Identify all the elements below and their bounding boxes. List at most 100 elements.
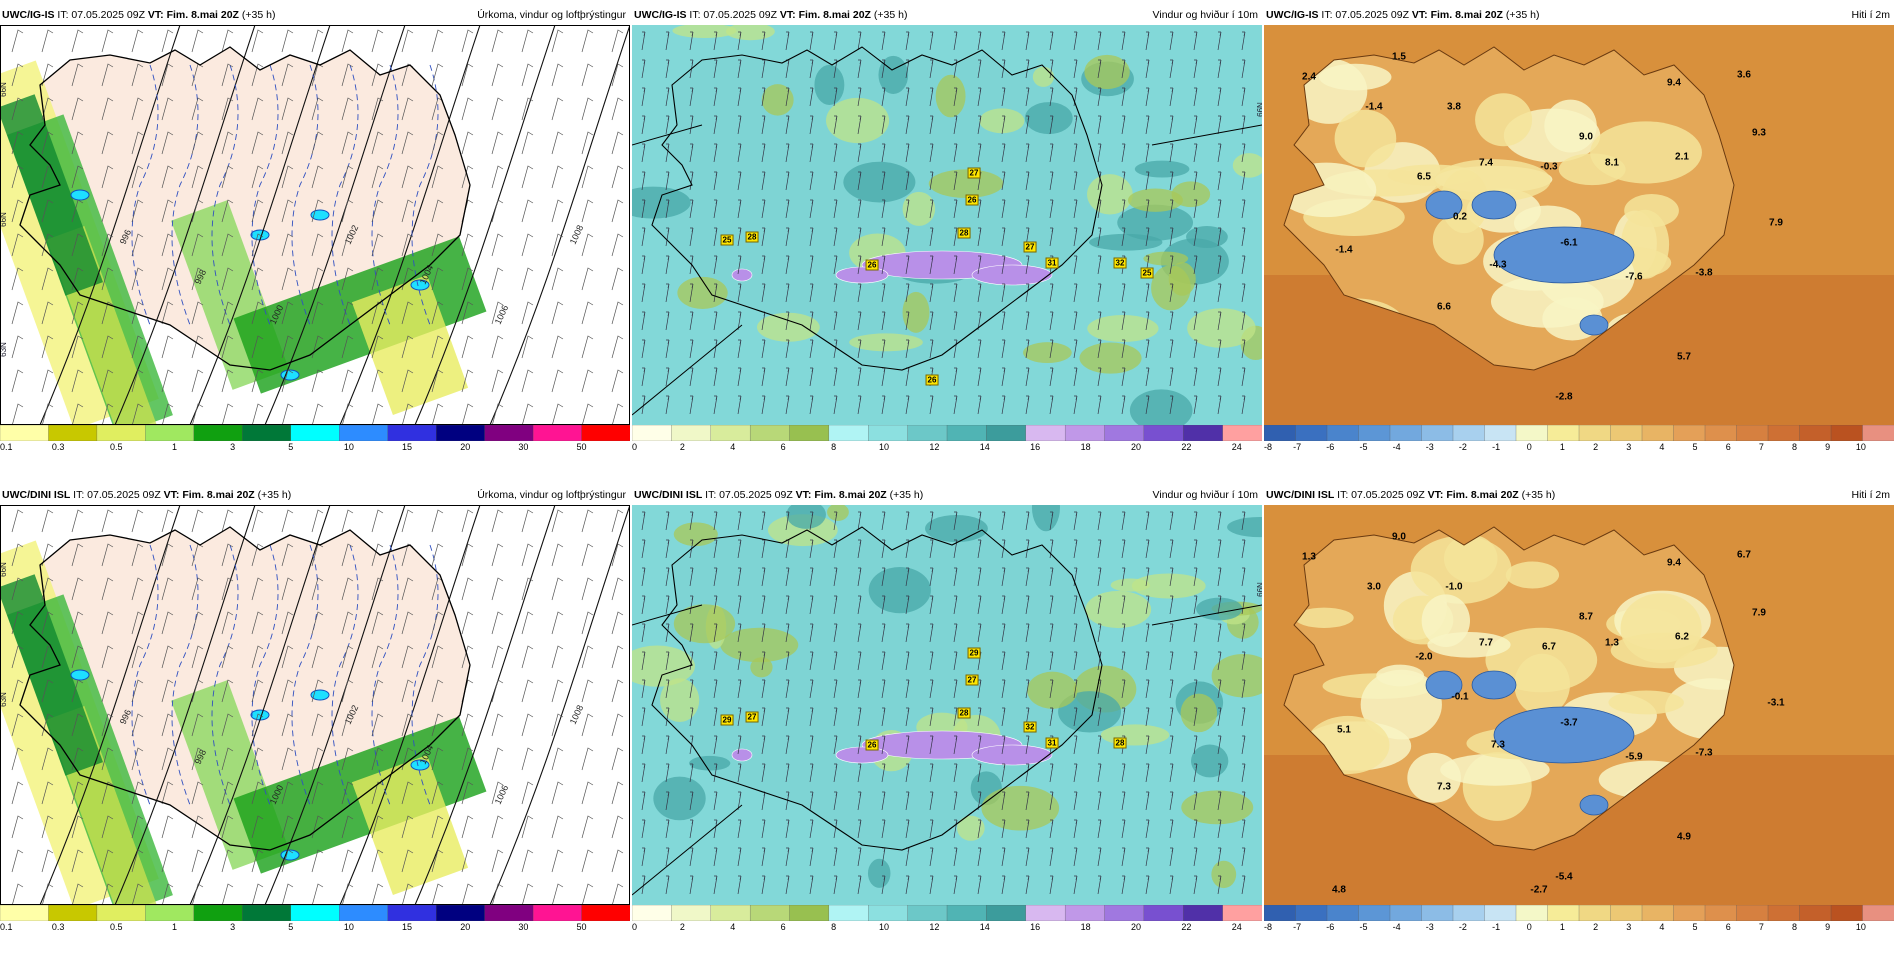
wind-arrow [977, 763, 982, 783]
colorbar-swatch [1183, 424, 1224, 442]
wind-barb [311, 645, 324, 669]
wind-barb [101, 781, 114, 805]
wind-speed-patch [981, 785, 1060, 831]
wind-arrow [1001, 707, 1006, 727]
wind-barb [341, 403, 354, 425]
wind-arrow [1025, 59, 1030, 79]
wind-barb [521, 233, 534, 257]
wind-arrow [977, 87, 982, 107]
wind-barb [191, 165, 204, 189]
wind-arrow [1169, 199, 1174, 219]
wind-barb [371, 29, 384, 53]
wind-arrow [953, 875, 958, 895]
wind-arrow [713, 115, 718, 135]
colorbar-swatch [484, 904, 534, 922]
wind-arrow [977, 707, 982, 727]
wind-arrow [881, 651, 886, 671]
wind-arrow [809, 199, 814, 219]
wind-arrow [1097, 87, 1102, 107]
map-area[interactable]: 25 28 26 27 26 28 27 31 32 25 26 66N [632, 25, 1262, 425]
wind-arrow [857, 847, 862, 867]
wind-arrow [737, 115, 742, 135]
wind-arrow [665, 707, 670, 727]
wind-arrow [1073, 763, 1078, 783]
panel-header-meta: UWC/DINI ISL IT: 07.05.2025 09Z VT: Fim.… [634, 486, 923, 504]
wind-arrow [785, 847, 790, 867]
gust-label: 28 [1113, 737, 1127, 749]
wind-barb [311, 747, 324, 771]
panel-header: UWC/IG-IS IT: 07.05.2025 09Z VT: Fim. 8.… [0, 6, 630, 24]
wind-arrow [809, 143, 814, 163]
wind-arrow [1121, 199, 1126, 219]
wind-arrow [689, 511, 694, 531]
wind-barb [131, 131, 144, 155]
wind-barb [131, 403, 144, 425]
wind-arrow [905, 199, 910, 219]
wind-barb [281, 29, 294, 53]
wind-barb [431, 713, 444, 737]
wind-barb [221, 645, 234, 669]
wind-barb [521, 63, 534, 87]
wind-arrow [1193, 87, 1198, 107]
wind-arrow [713, 875, 718, 895]
latitude-label: 66N [0, 82, 8, 97]
wind-arrow [641, 339, 646, 359]
wind-arrow [1169, 395, 1174, 415]
wind-barb [521, 131, 534, 155]
wind-barb [371, 131, 384, 155]
wind-barb [251, 301, 264, 325]
map-area[interactable]: 2.4 1.5 -1.4 3.8 9.4 3.6 9.3 9.0 7.4 -0.3 8.1 2.1 6.… [1264, 25, 1894, 425]
wind-arrow [857, 539, 862, 559]
wind-barb [461, 645, 474, 669]
map-area[interactable]: 996 998 1000 1002 1004 1006 1008 66N 63N [0, 505, 630, 905]
wind-barb [191, 645, 204, 669]
wind-arrow [905, 395, 910, 415]
colorbar-svg [631, 904, 1263, 922]
wind-arrow [1145, 31, 1150, 51]
wind-barb [311, 131, 324, 155]
wind-arrow [857, 199, 862, 219]
map-area[interactable]: 29 27 26 29 27 28 32 31 28 66N [632, 505, 1262, 905]
wind-arrow [713, 791, 718, 811]
wind-arrow [857, 679, 862, 699]
wind-arrow [1217, 395, 1222, 415]
wind-arrow [1169, 819, 1174, 839]
wind-arrow [1217, 511, 1222, 531]
colorbar-tick-label: 0.1 [0, 442, 13, 452]
colorbar-tick-label: 6 [1725, 922, 1731, 932]
wind-arrow [785, 143, 790, 163]
wind-arrow [761, 567, 766, 587]
wind-arrow [1121, 707, 1126, 727]
wind-arrow [761, 595, 766, 615]
terrain-band [1620, 593, 1702, 664]
wind-arrow [1193, 199, 1198, 219]
wind-arrow [1049, 115, 1054, 135]
wind-barb [581, 645, 594, 669]
wind-barb [341, 849, 354, 873]
map-area[interactable]: 1.3 9.0 3.0 -1.0 9.4 6.7 7.9 8.7 7.7 6.7 1.3 6.2 -2.… [1264, 505, 1894, 905]
wind-barb [191, 335, 204, 359]
colorbar-swatch [1326, 424, 1360, 442]
wind-arrow [785, 255, 790, 275]
wind-barb [491, 849, 504, 873]
wind-arrow [641, 707, 646, 727]
colorbar-swatch [193, 424, 243, 442]
colorbar-swatch [631, 904, 673, 922]
map-area[interactable]: 996 998 1000 1002 1004 1006 1008 66N 66N 63N [0, 25, 630, 425]
wind-arrow [1025, 679, 1030, 699]
wind-barb [161, 335, 174, 359]
wind-barb [491, 577, 504, 601]
wind-barb [371, 577, 384, 601]
wind-barb [131, 165, 144, 189]
wind-arrow [761, 847, 766, 867]
wind-speed-patch [1027, 671, 1078, 709]
wind-arrow [1145, 875, 1150, 895]
wind-arrow [1097, 847, 1102, 867]
wind-arrow [761, 143, 766, 163]
wind-barb [71, 267, 84, 291]
wind-arrow [689, 87, 694, 107]
wind-arrow [641, 59, 646, 79]
wind-arrow [785, 171, 790, 191]
wind-barb [431, 815, 444, 839]
wind-arrow [905, 567, 910, 587]
